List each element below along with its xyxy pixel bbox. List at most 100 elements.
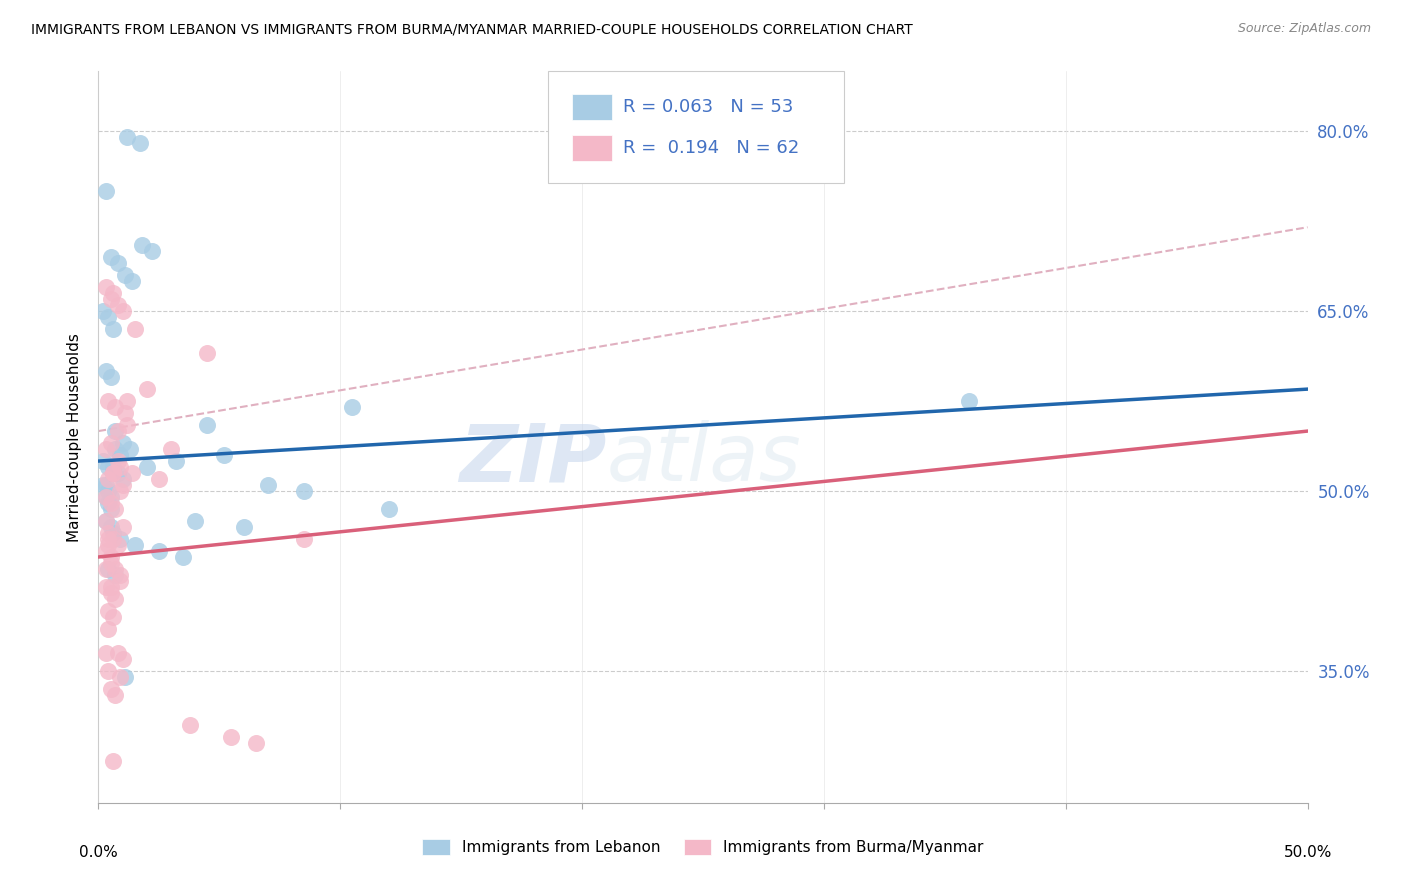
Point <box>124 538 146 552</box>
Point <box>160 442 183 456</box>
Point <box>100 496 122 510</box>
Point <box>97 483 120 498</box>
Point <box>94 514 117 528</box>
Point <box>172 549 194 564</box>
Point <box>195 418 218 433</box>
Point <box>97 664 120 678</box>
Point <box>107 424 129 438</box>
Point <box>184 514 207 528</box>
Point <box>100 250 122 264</box>
Text: ZIP: ZIP <box>458 420 606 498</box>
Point <box>141 244 163 259</box>
Point <box>94 580 117 594</box>
Point <box>108 532 131 546</box>
Point <box>107 538 129 552</box>
Point <box>245 736 267 750</box>
Point <box>117 418 139 433</box>
Text: atlas: atlas <box>606 420 801 498</box>
Point <box>111 472 134 486</box>
Point <box>108 460 131 475</box>
Point <box>104 591 127 606</box>
Text: Source: ZipAtlas.com: Source: ZipAtlas.com <box>1237 22 1371 36</box>
Point <box>97 538 120 552</box>
Point <box>114 670 136 684</box>
Point <box>97 532 120 546</box>
Point <box>94 184 117 198</box>
Point <box>121 274 143 288</box>
Point <box>94 442 117 456</box>
Point <box>97 394 120 409</box>
Point <box>101 610 124 624</box>
Point <box>100 292 122 306</box>
Point <box>104 502 127 516</box>
Point <box>101 460 124 475</box>
Point <box>114 268 136 283</box>
Legend: Immigrants from Lebanon, Immigrants from Burma/Myanmar: Immigrants from Lebanon, Immigrants from… <box>416 833 990 861</box>
Point <box>100 580 122 594</box>
Point <box>111 520 134 534</box>
Point <box>104 424 127 438</box>
Point <box>94 514 117 528</box>
Text: IMMIGRANTS FROM LEBANON VS IMMIGRANTS FROM BURMA/MYANMAR MARRIED-COUPLE HOUSEHOL: IMMIGRANTS FROM LEBANON VS IMMIGRANTS FR… <box>31 22 912 37</box>
Point <box>179 718 201 732</box>
Point <box>100 586 122 600</box>
Point <box>101 532 124 546</box>
Point <box>148 472 170 486</box>
Point <box>221 730 243 744</box>
Point <box>135 382 157 396</box>
Point <box>100 520 122 534</box>
Point <box>97 622 120 636</box>
Point <box>104 400 127 414</box>
Text: R =  0.194   N = 62: R = 0.194 N = 62 <box>623 139 799 157</box>
Point <box>94 544 117 558</box>
Point <box>117 394 139 409</box>
Point <box>101 466 124 480</box>
Point <box>101 466 124 480</box>
Text: 50.0%: 50.0% <box>1284 845 1331 860</box>
Point <box>100 549 122 564</box>
Point <box>107 466 129 480</box>
Point <box>101 754 124 768</box>
Point <box>101 466 124 480</box>
Point <box>94 280 117 294</box>
Point <box>104 568 127 582</box>
Point <box>100 556 122 570</box>
Point <box>111 436 134 450</box>
Point <box>111 652 134 666</box>
Point <box>108 483 131 498</box>
Point <box>100 490 122 504</box>
Point <box>114 406 136 420</box>
Point <box>292 483 315 498</box>
Point <box>97 310 120 325</box>
Point <box>97 604 120 618</box>
Point <box>165 454 187 468</box>
Point <box>91 454 114 468</box>
Point <box>100 681 122 696</box>
Point <box>91 304 114 318</box>
Point <box>94 478 117 492</box>
Point <box>118 442 141 456</box>
Point <box>131 238 153 252</box>
Point <box>100 436 122 450</box>
Point <box>97 526 120 541</box>
Point <box>377 502 399 516</box>
Point <box>97 472 120 486</box>
Point <box>148 544 170 558</box>
Point <box>94 562 117 576</box>
Point <box>124 322 146 336</box>
Point <box>135 460 157 475</box>
Point <box>342 400 364 414</box>
Point <box>94 490 117 504</box>
Point <box>94 646 117 660</box>
Point <box>117 130 139 145</box>
Point <box>108 670 131 684</box>
Point <box>97 562 120 576</box>
Point <box>121 466 143 480</box>
Point <box>108 448 131 462</box>
Point <box>111 478 134 492</box>
Point <box>232 520 254 534</box>
Point <box>107 298 129 312</box>
Point <box>107 256 129 270</box>
Point <box>101 322 124 336</box>
Point <box>91 478 114 492</box>
